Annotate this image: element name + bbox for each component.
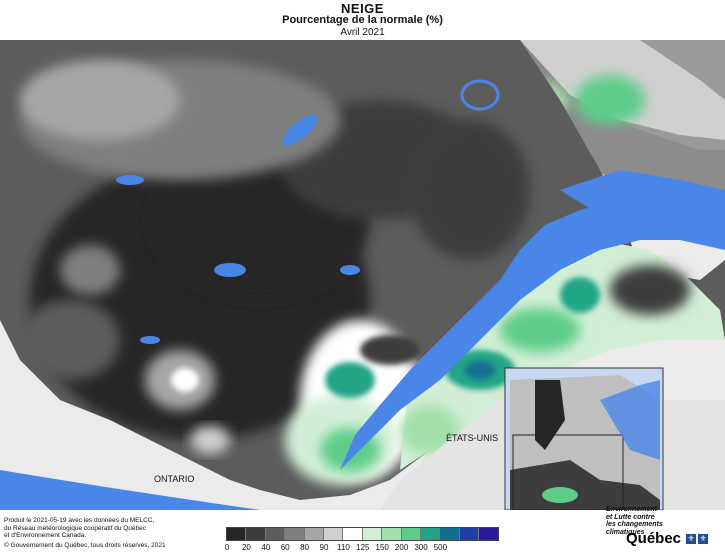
map-subtitle: Pourcentage de la normale (%) — [282, 14, 443, 26]
ministry-name: Environnement et Lutte contre les change… — [606, 506, 716, 536]
quebec-logo: Québec ⚜ ⚜ — [626, 530, 709, 547]
legend-tick-label: 0 — [224, 543, 230, 552]
legend-swatch — [382, 528, 402, 540]
legend-swatches — [226, 527, 500, 541]
legend-tick-label: 125 — [356, 543, 370, 552]
label-usa: ÉTATS-UNIS — [446, 433, 499, 443]
legend-tick-label: 60 — [280, 543, 290, 552]
legend-tick-label: 300 — [414, 543, 428, 552]
legend-swatch — [323, 528, 344, 540]
legend-tick-label: 200 — [394, 543, 409, 552]
legend-swatch — [459, 528, 480, 540]
inset-map — [504, 367, 664, 510]
credit-line-2: du Réseau météorologique coopératif du Q… — [4, 524, 147, 532]
copyright: © Gouvernement du Québec, tous droits ré… — [4, 542, 166, 549]
fleur-de-lis-icon: ⚜ — [686, 533, 697, 544]
label-ontario: ONTARIO — [154, 474, 195, 484]
legend-swatch — [227, 528, 247, 540]
legend-ticks: 0 20 40 60 80 90 110 125 150 200 300 500 — [224, 541, 498, 552]
legend-swatch — [479, 528, 499, 540]
ministry-line-3: les changements — [606, 521, 663, 529]
fleur-de-lis-icon: ⚜ — [698, 533, 709, 544]
legend-swatch — [246, 528, 266, 540]
ministry-line-1: Environnement — [606, 506, 657, 513]
legend-tick-label: 20 — [241, 543, 251, 552]
legend: 0 20 40 60 80 90 110 125 150 200 300 500 — [224, 527, 500, 552]
legend-swatch — [285, 528, 305, 540]
legend-tick-label: 40 — [261, 543, 271, 552]
legend-tick-label: 500 — [433, 543, 448, 552]
legend-swatch — [440, 528, 460, 540]
ministry-line-2: et Lutte contre — [606, 513, 655, 521]
legend-swatch — [362, 528, 383, 540]
snow-map — [0, 40, 725, 510]
credit-line-3: et d'Environnement Canada. — [4, 532, 87, 540]
map-title: NEIGE — [341, 1, 384, 16]
legend-swatch — [343, 528, 363, 540]
legend-tick-label: 110 — [337, 543, 350, 552]
ministry-line-4: climatiques — [606, 528, 645, 536]
legend-tick-label: 90 — [319, 543, 329, 552]
legend-swatch — [304, 528, 324, 540]
quebec-wordmark: Québec — [626, 530, 682, 547]
legend-swatch — [401, 528, 421, 540]
production-credit: Produit le 2021-05-19 avec les données d… — [4, 517, 214, 540]
legend-tick-label: 80 — [300, 543, 310, 552]
map-period: Avril 2021 — [340, 27, 385, 38]
credit-line-1: Produit le 2021-05-19 avec les données d… — [4, 517, 155, 524]
legend-swatch — [265, 528, 286, 540]
legend-swatch — [420, 528, 441, 540]
legend-tick-label: 150 — [375, 543, 389, 552]
